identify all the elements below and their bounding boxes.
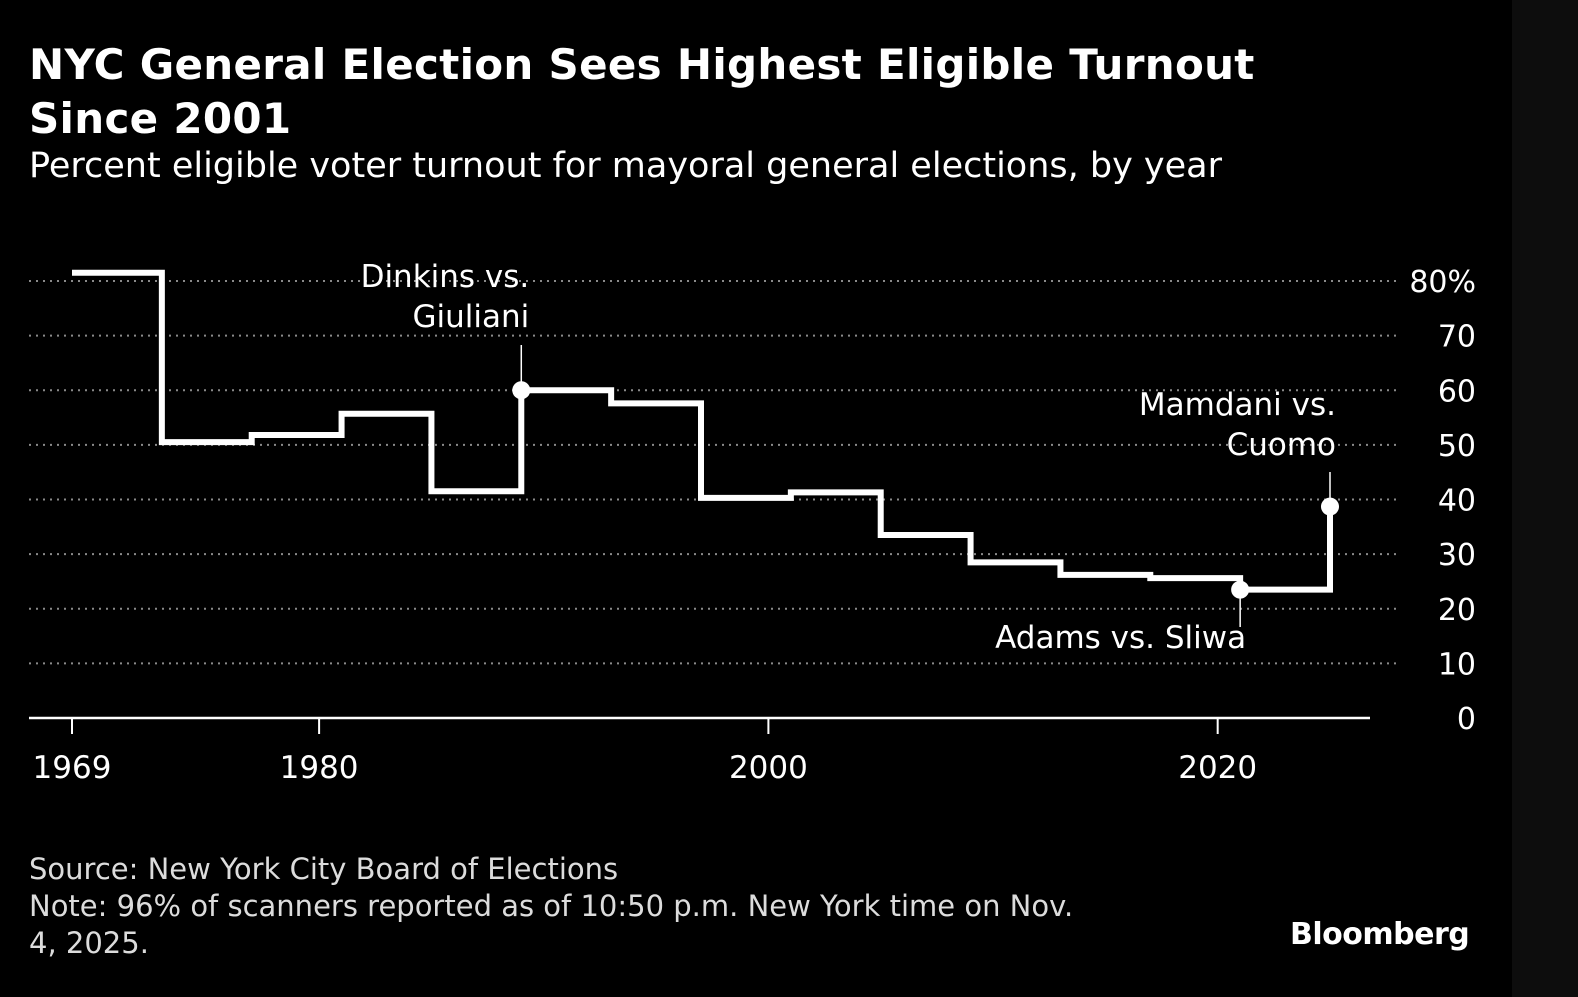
chart-footer: Source: New York City Board of Elections… [29, 851, 1179, 962]
annotations: Dinkins vs. Giuliani Adams vs. Sliwa Mamdan… [361, 259, 1339, 656]
y-tick-label: 0 [1457, 702, 1476, 737]
y-tick-label: 20 [1438, 593, 1476, 628]
annotation-label: Mamdani vs. [1139, 387, 1336, 423]
right-edge-strip [1512, 0, 1578, 997]
bloomberg-logo: Bloomberg [1290, 917, 1470, 952]
y-tick-label: 30 [1438, 538, 1476, 573]
y-tick-label: 50 [1438, 429, 1476, 464]
annotation-label: Cuomo [1227, 427, 1336, 463]
source-text: Source: New York City Board of Elections [29, 852, 619, 886]
y-tick-label: 40 [1438, 484, 1476, 519]
x-tick-label: 2020 [1178, 750, 1257, 786]
grid-lines [29, 280, 1400, 665]
series-line-layer [72, 269, 1333, 593]
x-tick-label: 2000 [729, 750, 808, 786]
note-text: Note: 96% of scanners reported as of 10:… [29, 889, 1074, 960]
chart-subtitle: Percent eligible voter turnout for mayor… [29, 146, 1223, 186]
annotation-label: Giuliani [413, 299, 530, 335]
axes: 80% 70 60 50 40 30 20 10 0 1969 1980 2000 2020 [29, 265, 1476, 786]
x-tick-label: 1980 [280, 750, 359, 786]
annotation-label: Dinkins vs. [361, 259, 530, 295]
turnout-step-line [72, 269, 1333, 593]
x-tick-label: 1969 [33, 750, 112, 786]
chart-title: NYC General Election Sees Highest Eligib… [29, 40, 1255, 143]
y-tick-label: 80% [1409, 265, 1476, 300]
y-tick-label: 60 [1438, 374, 1476, 409]
y-tick-label: 10 [1438, 647, 1476, 682]
turnout-chart: 80% 70 60 50 40 30 20 10 0 1969 1980 2000 2020 Dinki… [29, 259, 1476, 786]
y-tick-label: 70 [1438, 320, 1476, 355]
annotation-label: Adams vs. Sliwa [995, 620, 1246, 656]
